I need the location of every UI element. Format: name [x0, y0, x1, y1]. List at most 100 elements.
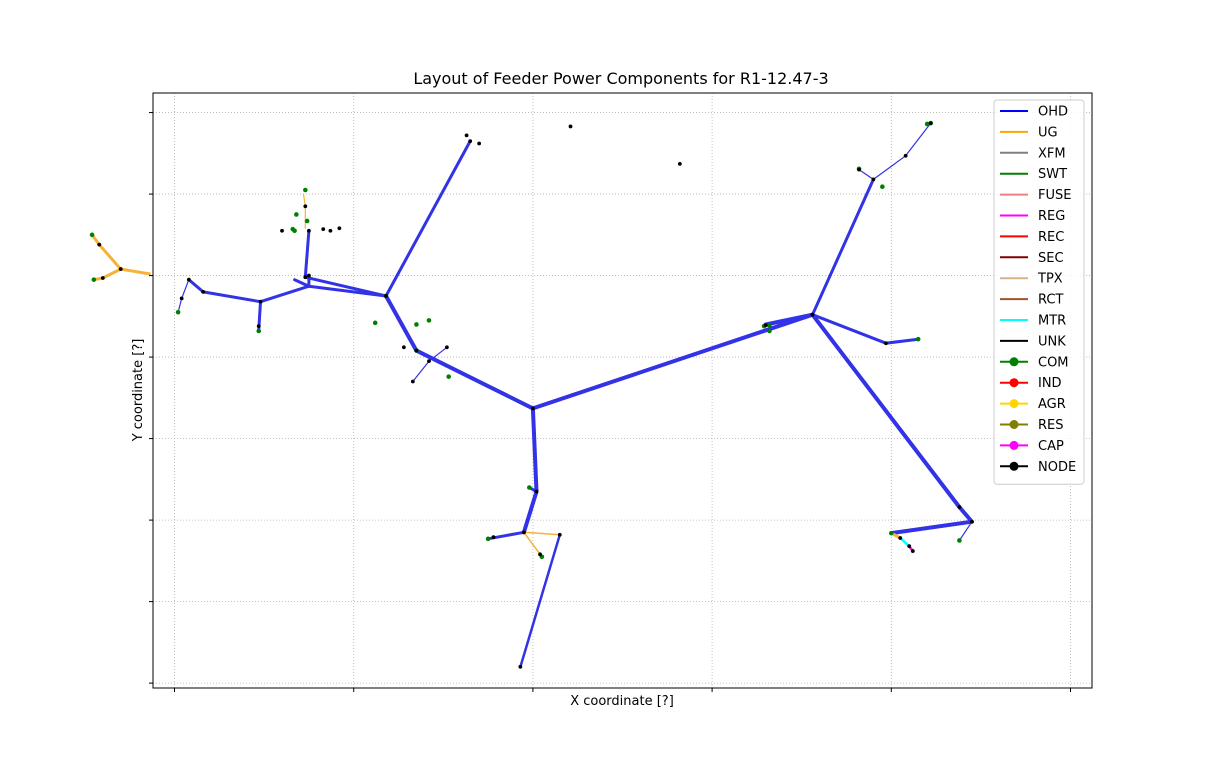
legend-label-swt: SWT: [1038, 167, 1067, 182]
node-42: [337, 226, 342, 231]
node-36: [118, 267, 123, 271]
com-node-2: [767, 328, 772, 334]
legend: OHD UG XFM SWT FUSE REG REC SEC TPX RCT MTR UNK COM I…: [993, 99, 1085, 485]
node-1: [810, 312, 815, 317]
axis-ticks: [149, 112, 1071, 692]
legend-label-sec: SEC: [1038, 251, 1064, 266]
node-13: [534, 489, 539, 494]
segment-ug-29: [90, 233, 151, 276]
legend-label-rec: REC: [1038, 230, 1064, 245]
node-6: [857, 167, 861, 172]
segment-ohd-1: [763, 312, 815, 327]
legend-label-res: RES: [1038, 418, 1064, 433]
segment-ohd-28: [177, 297, 183, 313]
y-axis-label: Y coordinate [?]: [131, 339, 146, 443]
segment-ohd-18: [384, 139, 472, 298]
legend-label-agr: AGR: [1038, 397, 1066, 412]
legend-label-ug: UG: [1038, 125, 1058, 140]
com-node-24: [414, 322, 419, 327]
node-33: [179, 296, 184, 301]
com-node-8: [957, 538, 962, 543]
feeder-segments: [90, 122, 974, 669]
com-node-0: [767, 322, 772, 328]
legend-label-mtr: MTR: [1038, 314, 1066, 329]
segment-ohd-0: [530, 312, 815, 411]
segment-ohd-27: [181, 279, 190, 299]
node-17: [491, 535, 496, 540]
node-21: [468, 139, 473, 143]
com-node-15: [372, 320, 378, 326]
node-26: [410, 379, 415, 384]
com-node-7: [915, 336, 921, 342]
node-40: [328, 228, 333, 233]
node-12: [910, 549, 915, 553]
node-29: [303, 275, 308, 280]
node-35: [256, 324, 261, 329]
com-node-26: [294, 212, 299, 217]
legend-marker-cap: [1009, 440, 1019, 450]
node-28: [303, 204, 308, 209]
node-44: [568, 124, 573, 129]
segment-ug-15: [523, 531, 543, 558]
com-node-25: [446, 374, 451, 379]
legend-label-rct: RCT: [1038, 293, 1063, 308]
node-30: [258, 299, 263, 304]
legend-label-node: NODE: [1038, 460, 1076, 475]
node-38: [100, 276, 105, 280]
node-11: [907, 544, 912, 549]
legend-box: [993, 99, 1085, 485]
node-3: [871, 177, 876, 182]
legend-marker-com: [1009, 357, 1019, 367]
com-node-22: [91, 277, 97, 282]
node-2: [763, 323, 768, 328]
node-24: [444, 345, 449, 350]
node-41: [321, 227, 326, 232]
node-32: [186, 277, 191, 282]
node-5: [928, 121, 933, 126]
node-25: [427, 359, 431, 364]
legend-label-fuse: FUSE: [1038, 188, 1071, 203]
node-20: [384, 294, 388, 298]
segment-ohd-7: [958, 521, 973, 542]
node-4: [903, 153, 908, 158]
com-node-21: [89, 232, 95, 238]
legend-label-ind: IND: [1038, 376, 1062, 391]
com-node-4: [880, 184, 885, 190]
node-43: [401, 345, 406, 350]
segment-ohd-20: [428, 346, 448, 362]
legend-label-ohd: OHD: [1038, 105, 1068, 120]
node-22: [464, 133, 469, 138]
legend-label-unk: UNK: [1038, 334, 1066, 349]
legend-marker-node: [1009, 461, 1019, 471]
feeder-nodes: [89, 120, 974, 669]
plot-frame: [152, 92, 1093, 689]
chart-title: Layout of Feeder Power Components for R1…: [413, 69, 828, 88]
com-node-9: [888, 530, 894, 536]
node-14: [522, 530, 526, 535]
node-23: [477, 141, 482, 146]
segment-ohd-6: [810, 312, 974, 536]
segment-ohd-4: [858, 169, 875, 180]
node-10: [898, 536, 903, 540]
legend-label-cap: CAP: [1038, 439, 1064, 454]
com-node-20: [175, 309, 181, 315]
node-16: [518, 664, 523, 669]
node-7: [884, 341, 888, 346]
segment-ug-14: [523, 531, 561, 536]
com-node-27: [290, 226, 296, 232]
segment-ohd-21: [412, 360, 430, 383]
node-31: [201, 289, 206, 294]
node-34: [307, 273, 311, 278]
legend-label-xfm: XFM: [1038, 146, 1066, 161]
node-19: [414, 348, 419, 353]
node-8: [957, 505, 962, 509]
node-18: [538, 552, 542, 557]
node-0: [531, 406, 535, 411]
com-node-16: [303, 187, 308, 193]
node-39: [280, 228, 284, 233]
node-9: [970, 519, 974, 524]
node-27: [307, 228, 311, 233]
legend-marker-res: [1009, 420, 1019, 429]
com-node-6: [924, 121, 930, 127]
